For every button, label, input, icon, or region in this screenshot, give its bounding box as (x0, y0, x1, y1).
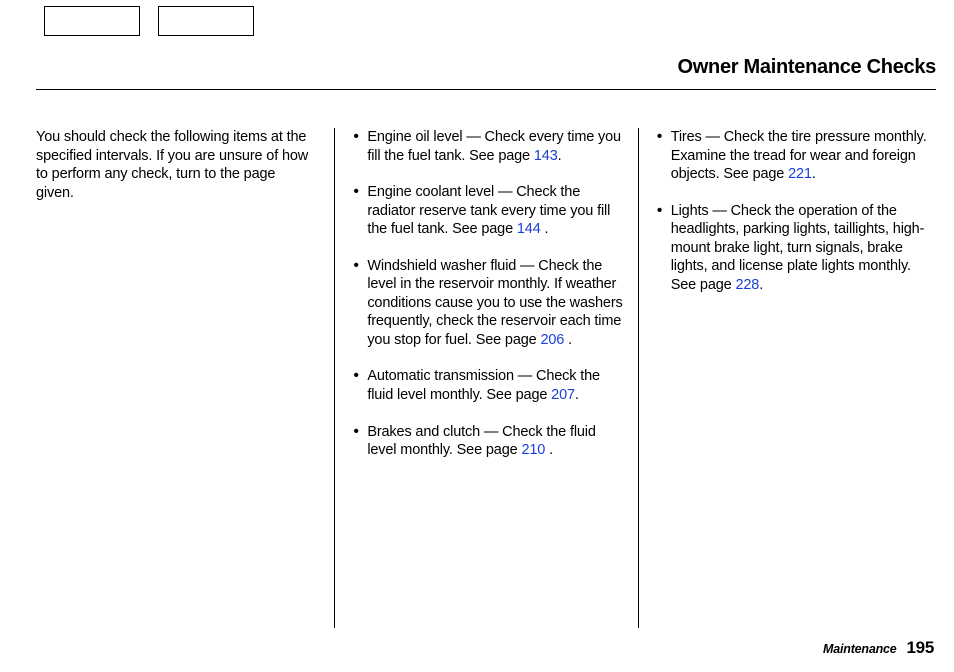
item-text-after: . (541, 221, 549, 237)
item-text: Lights — Check the operation of the head… (671, 203, 925, 293)
item-text-after: . (558, 148, 562, 164)
list-item: Brakes and clutch — Check the fluid leve… (353, 423, 623, 460)
item-text: Windshield washer fluid — Check the leve… (367, 258, 622, 348)
intro-text: You should check the following items at … (36, 128, 316, 202)
footer-page-number: 195 (907, 638, 934, 658)
header: Owner Maintenance Checks (36, 56, 936, 90)
column-1: You should check the following items at … (36, 128, 334, 628)
item-text: Engine oil level — Check every time you … (367, 129, 621, 164)
item-text: Engine coolant level — Check the radiato… (367, 184, 610, 237)
list-item: Lights — Check the operation of the head… (657, 202, 936, 295)
item-text-after: . (564, 332, 572, 348)
list-item: Tires — Check the tire pressure monthly.… (657, 128, 936, 184)
item-text-after: . (759, 277, 763, 293)
nav-box-next[interactable] (158, 6, 254, 36)
list-item: Automatic transmission — Check the fluid… (353, 367, 623, 404)
item-text: Brakes and clutch — Check the fluid leve… (367, 424, 595, 459)
footer-section-label: Maintenance (823, 642, 897, 656)
item-text-after: . (545, 442, 553, 458)
check-list-col3: Tires — Check the tire pressure monthly.… (657, 128, 936, 294)
column-3: Tires — Check the tire pressure monthly.… (638, 128, 936, 628)
nav-box-prev[interactable] (44, 6, 140, 36)
list-item: Engine oil level — Check every time you … (353, 128, 623, 165)
list-item: Engine coolant level — Check the radiato… (353, 183, 623, 239)
header-rule (36, 89, 936, 90)
page-link[interactable]: 221 (788, 166, 812, 182)
check-list-col2: Engine oil level — Check every time you … (353, 128, 623, 460)
page-link[interactable]: 207 (551, 387, 575, 403)
page-link[interactable]: 210 (521, 442, 545, 458)
page-title: Owner Maintenance Checks (36, 56, 936, 87)
page-link[interactable]: 228 (735, 277, 759, 293)
page-link[interactable]: 206 (540, 332, 564, 348)
page-link[interactable]: 143 (534, 148, 558, 164)
item-text-after: . (812, 166, 816, 182)
footer: Maintenance 195 (823, 638, 934, 658)
list-item: Windshield washer fluid — Check the leve… (353, 257, 623, 350)
column-2: Engine oil level — Check every time you … (334, 128, 637, 628)
content-columns: You should check the following items at … (36, 128, 936, 628)
top-navigation-boxes (44, 6, 254, 36)
item-text-after: . (575, 387, 579, 403)
page-link[interactable]: 144 (517, 221, 541, 237)
